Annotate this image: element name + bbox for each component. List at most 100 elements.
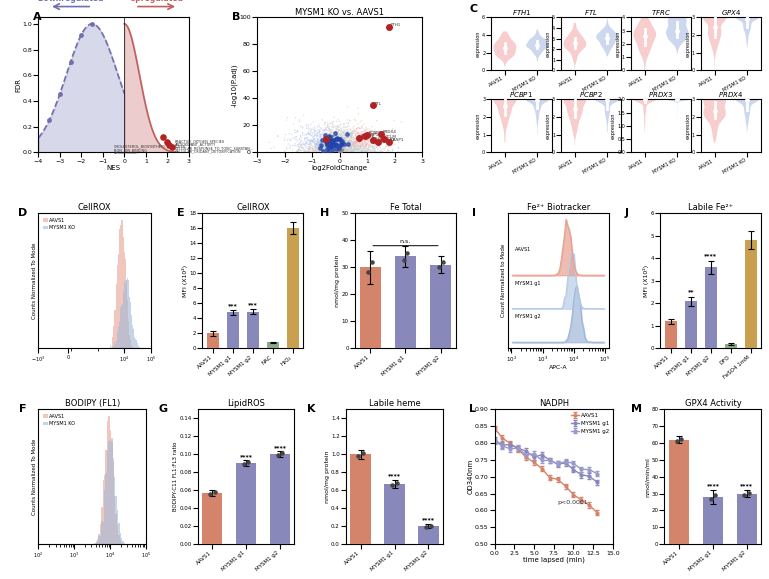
Point (349, 138, 361, 148)
Bar (116, 284, 117, 349)
Point (331, 132, 344, 141)
Point (343, 142, 355, 151)
Point (345, 135, 358, 145)
Point (298, 142, 310, 151)
Point (339, 139, 351, 148)
Point (341, 141, 353, 150)
Point (308, 144, 320, 153)
Point (337, 148, 349, 157)
Text: ISG15: ISG15 (375, 137, 386, 141)
Point (371, 145, 384, 155)
Point (293, 145, 305, 154)
Point (341, 138, 354, 148)
Point (350, 138, 362, 148)
Point (271, 131, 284, 140)
Point (317, 142, 329, 151)
Point (338, 146, 351, 156)
Point (351, 145, 364, 154)
Point (340, 146, 352, 155)
Point (335, 134, 347, 144)
Point (351, 134, 363, 144)
Point (325, 144, 337, 153)
Point (319, 134, 331, 143)
Point (317, 138, 329, 147)
Point (332, 135, 345, 145)
Point (333, 143, 345, 152)
Point (327, 139, 339, 148)
Point (295, 143, 308, 152)
Point (313, 137, 325, 146)
Point (321, 140, 333, 149)
Point (362, 124, 375, 133)
Point (741, 14, 754, 24)
Point (338, 131, 351, 140)
Point (359, 146, 371, 155)
Point (335, 145, 348, 155)
Point (345, 146, 358, 156)
Point (356, 146, 368, 155)
Point (338, 137, 351, 146)
Point (342, 146, 355, 155)
Point (292, 145, 305, 155)
Point (332, 140, 345, 149)
Point (323, 126, 335, 135)
Point (302, 127, 315, 136)
Point (317, 144, 329, 153)
Point (327, 140, 339, 149)
Point (331, 141, 343, 150)
Point (354, 141, 366, 150)
Point (334, 147, 346, 156)
Point (281, 144, 293, 153)
Point (365, 148, 378, 157)
Y-axis label: FDR: FDR (15, 78, 21, 92)
Point (384, 130, 397, 139)
Point (337, 142, 349, 152)
Point (340, 133, 352, 142)
Point (376, 136, 388, 145)
Point (336, 147, 348, 156)
Point (358, 138, 371, 148)
Point (322, 145, 335, 154)
Point (348, 146, 360, 156)
Point (340, 140, 352, 149)
Point (321, 118, 333, 127)
Point (329, 140, 341, 149)
Point (341, 145, 353, 155)
Point (356, 136, 368, 145)
Point (355, 133, 367, 142)
Point (308, 124, 321, 133)
Point (309, 139, 321, 148)
Point (338, 146, 351, 156)
Point (296, 146, 308, 155)
Point (326, 131, 338, 140)
Point (311, 130, 323, 140)
Point (341, 129, 353, 138)
Text: PRDX4: PRDX4 (382, 130, 396, 134)
Title: $\it{PCBP2}$: $\it{PCBP2}$ (579, 90, 603, 100)
Text: GCLM: GCLM (385, 135, 397, 140)
Point (346, 140, 358, 149)
Point (318, 140, 331, 149)
Point (338, 142, 351, 151)
Point (319, 133, 331, 142)
Point (339, 137, 351, 146)
Point (341, 146, 354, 156)
Text: PRDX2: PRDX2 (361, 134, 375, 138)
Point (314, 137, 326, 146)
Point (338, 129, 350, 138)
Point (348, 145, 360, 154)
Point (346, 130, 358, 140)
Point (368, 134, 380, 144)
Point (328, 144, 340, 153)
Point (326, 138, 338, 147)
Point (330, 124, 342, 134)
Point (368, 140, 381, 149)
Point (372, 148, 384, 157)
Point (350, 131, 362, 141)
Bar (227, 312, 239, 349)
Point (332, 145, 345, 154)
Point (304, 130, 316, 140)
Point (343, 145, 355, 154)
Point (320, 124, 332, 133)
Point (319, 135, 331, 145)
